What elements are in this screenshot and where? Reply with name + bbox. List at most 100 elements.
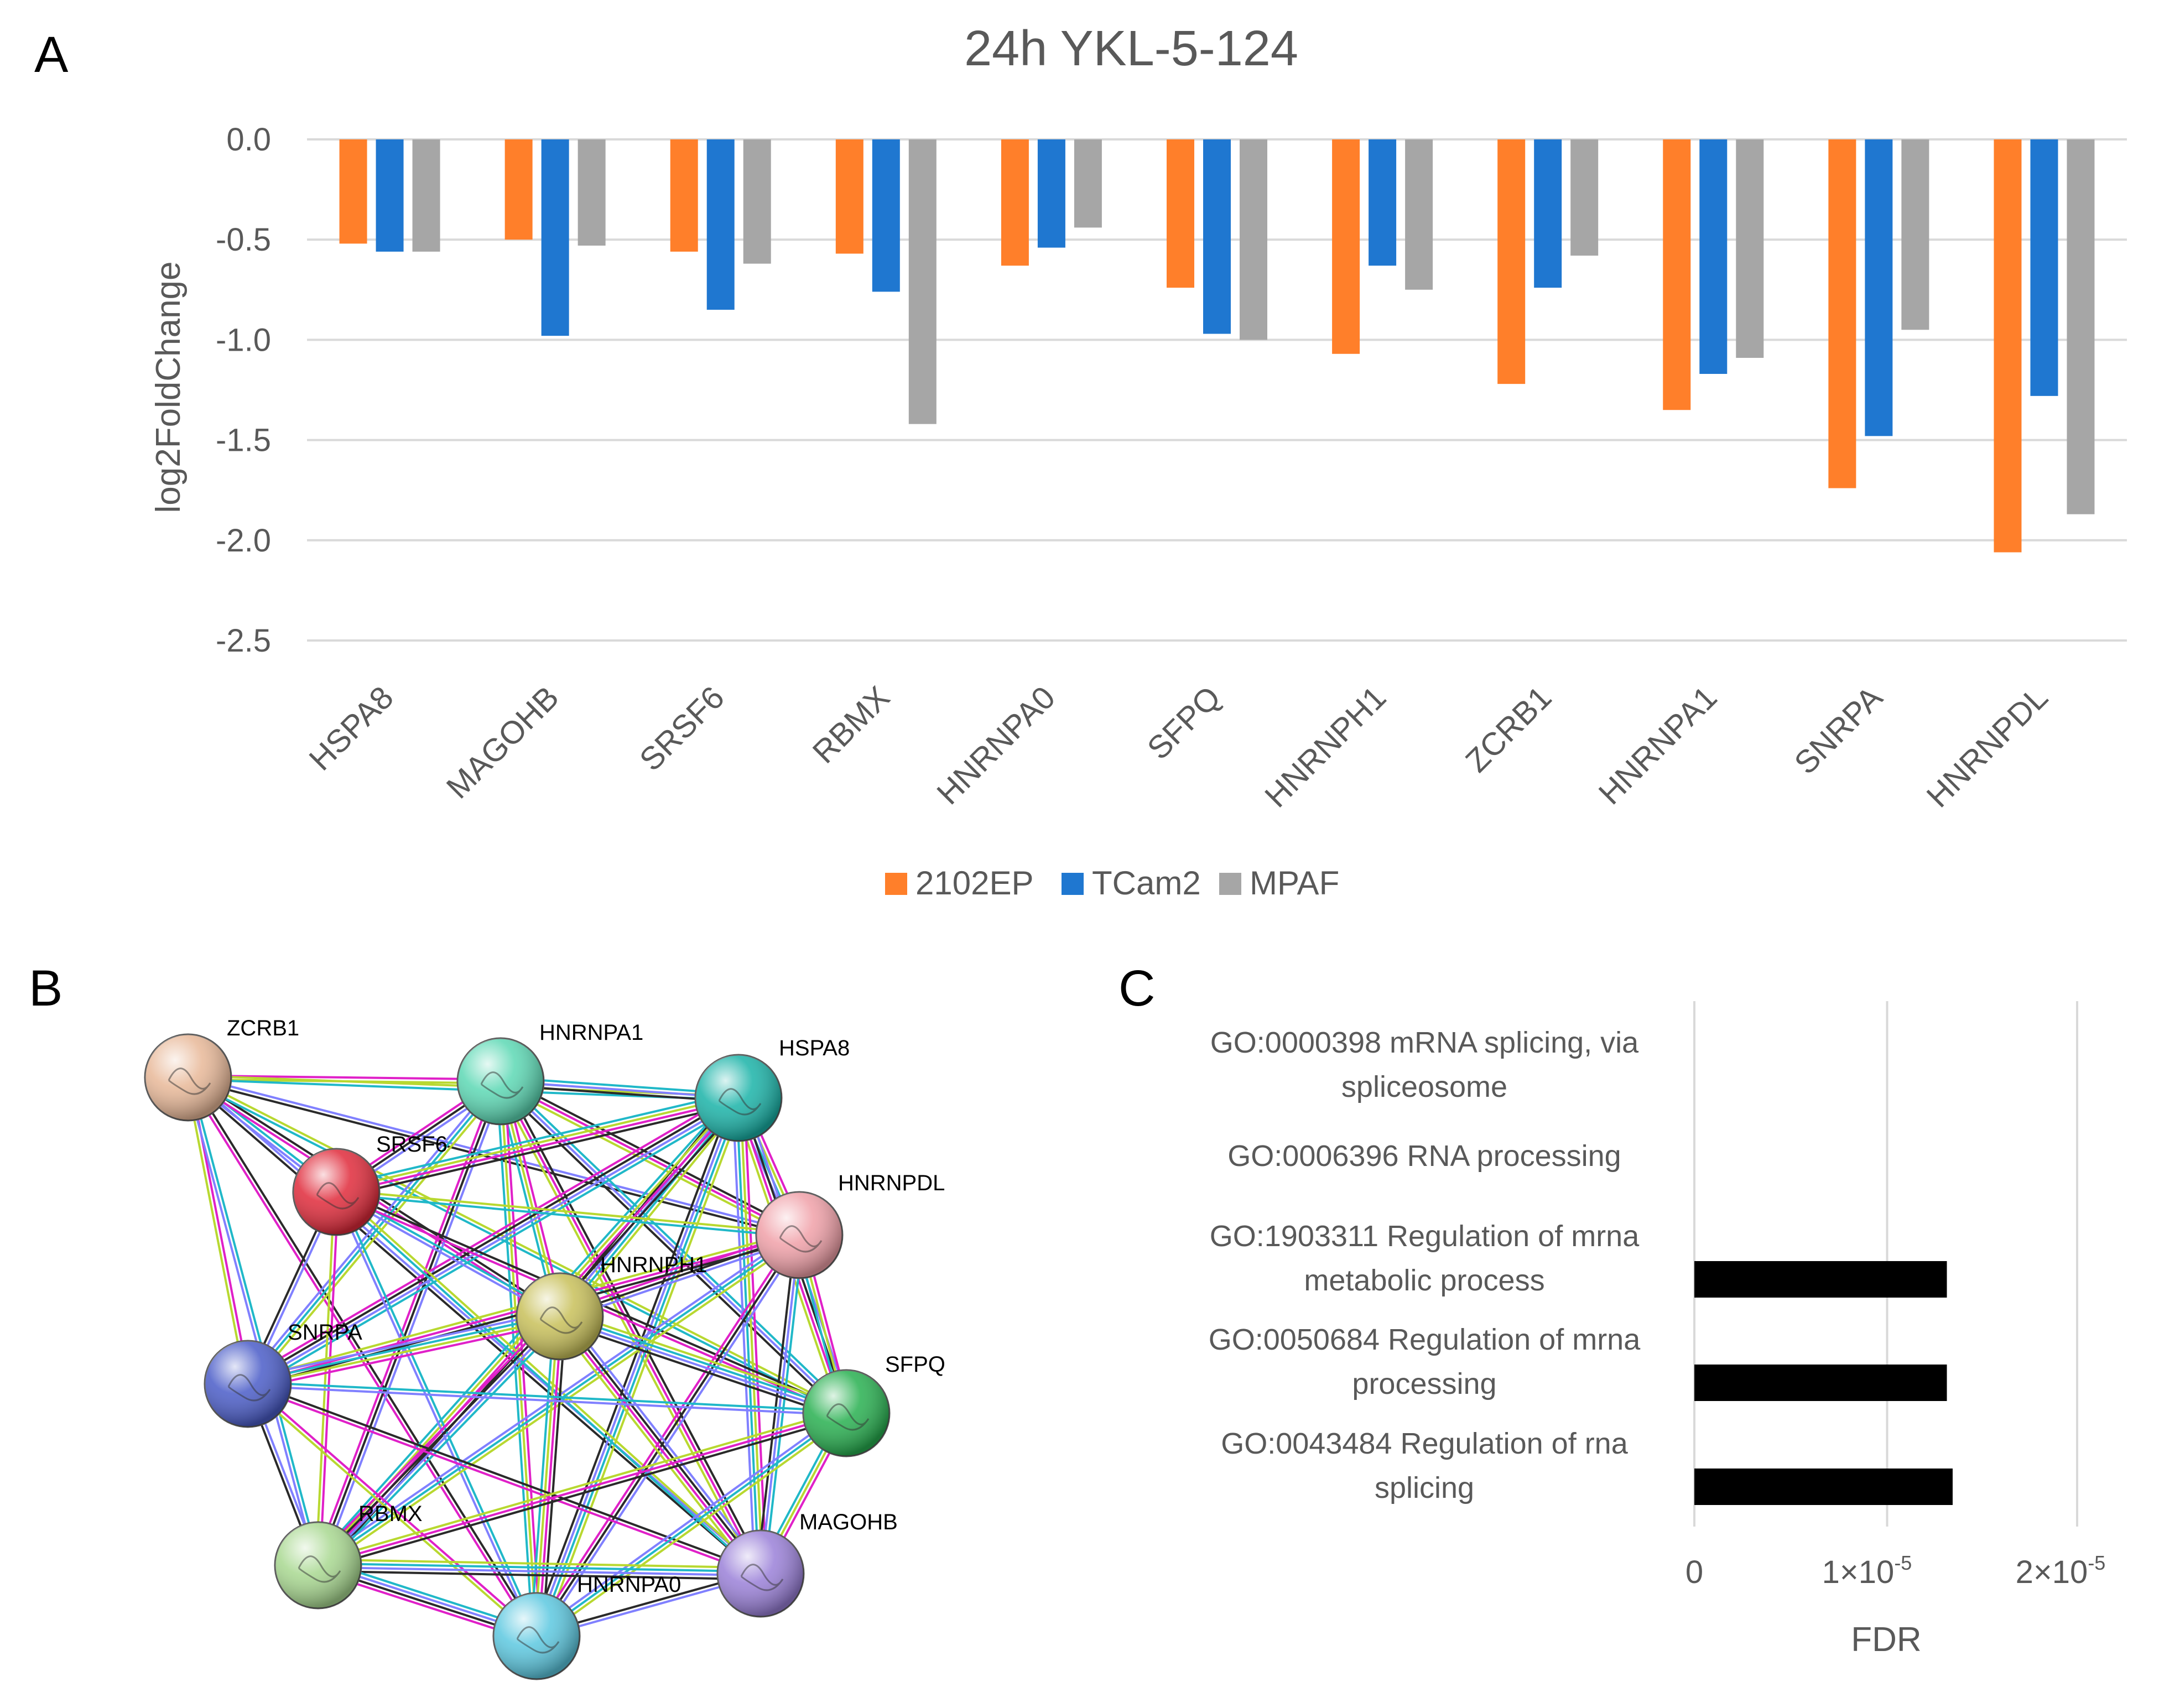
edge-HNRNPH1-HNRNPA0 [529, 1316, 555, 1636]
protein-structure-icon [826, 1403, 870, 1431]
x-tick-label: HSPA8 [302, 679, 400, 777]
edge-SRSF6-HNRNPDL [336, 1193, 799, 1238]
node-label: SRSF6 [376, 1132, 448, 1157]
edge-SNRPA-SFPQ [247, 1384, 846, 1417]
edge-SRSF6-HNRNPDL [336, 1189, 800, 1235]
edge-HSPA8-SNRPA [250, 1102, 742, 1390]
y-tick-label: -2.5 [216, 623, 271, 659]
y-tick-label: -2.0 [216, 523, 271, 559]
protein-structure-icon [480, 1071, 524, 1099]
panel-a: A 24h YKL-5-124 0.0-0.5-1.0-1.5-2.0-2.5 … [34, 21, 2127, 902]
bar-2102EP-MAGOHB [504, 139, 533, 240]
edge-ZCRB1-SNRPA [185, 1077, 247, 1385]
x-tick-label: HNRNPH1 [1258, 679, 1393, 814]
x-tick-label: SRSF6 [633, 679, 731, 778]
edge-HSPA8-MAGOHB [735, 1098, 760, 1574]
node-label: ZCRB1 [227, 1016, 299, 1040]
x-tick-label: 0 [1685, 1554, 1703, 1590]
go-term-labels: GO:0000398 mRNA splicing, via spliceosome… [1209, 1026, 1641, 1504]
edge-HSPA8-MAGOHB [731, 1098, 756, 1574]
y-tick-label: -0.5 [216, 222, 271, 258]
node-shading [145, 1034, 231, 1121]
bar-MPAF-HSPA8 [412, 139, 440, 252]
node-shading [717, 1530, 804, 1617]
edge-SFPQ-HNRNPA0 [538, 1415, 850, 1641]
node-shading [517, 1273, 603, 1360]
edge-RBMX-MAGOHB [318, 1562, 761, 1573]
node-shading [275, 1522, 361, 1608]
bar-TCam2-SFPQ [1203, 139, 1231, 334]
edge-SNRPA-HNRNPA0 [248, 1381, 539, 1636]
edge-HNRNPA1-MAGOHB [496, 1082, 758, 1576]
node-shading [293, 1149, 379, 1235]
node-shading [695, 1055, 782, 1141]
edge-ZCRB1-HNRNPA1 [188, 1074, 501, 1081]
bar-TCam2-HNRNPH1 [1369, 139, 1397, 266]
edge-HSPA8-HNRNPH1 [563, 1101, 744, 1321]
y-gridlines [307, 138, 2127, 642]
bar-MPAF-SFPQ [1240, 139, 1267, 340]
node-label: HNRNPH1 [600, 1253, 707, 1277]
bar-MPAF-HNRNPH1 [1405, 139, 1433, 290]
node-label: MAGOHB [799, 1510, 898, 1534]
go-term-label: GO:0000398 mRNA splicing, via spliceosome [1210, 1026, 1639, 1103]
go-term-label: GO:0043484 Regulation of rna splicing [1221, 1427, 1628, 1504]
protein-structure-icon [740, 1564, 784, 1591]
edge-HNRNPH1-RBMX [316, 1314, 559, 1565]
x-tick-labels: 0 1×10-5 2×10-5 [1685, 1551, 2105, 1590]
bar-2102EP-HNRNPA0 [1001, 139, 1029, 266]
protein-structure-icon [298, 1555, 341, 1583]
edge-ZCRB1-MAGOHB [188, 1075, 763, 1573]
edge-ZCRB1-RBMX [189, 1076, 321, 1565]
bar-2102EP-SNRPA [1828, 139, 1856, 488]
edge-HNRNPA1-SNRPA [249, 1083, 504, 1387]
edge-HNRNPH1-HNRNPA0 [537, 1316, 563, 1637]
go-bar [1694, 1261, 1947, 1298]
node-label: HSPA8 [779, 1036, 850, 1060]
edge-HSPA8-HNRNPH1 [560, 1098, 741, 1319]
bar-2102EP-RBMX [835, 139, 863, 254]
edge-HSPA8-HNRNPH1 [557, 1096, 738, 1316]
node-HNRNPA0: HNRNPA0 [492, 1572, 681, 1680]
edge-ZCRB1-RBMX [185, 1077, 318, 1566]
bar-MPAF-RBMX [908, 139, 937, 424]
edge-HNRNPH1-RBMX [313, 1311, 556, 1563]
edge-HSPA8-SRSF6 [337, 1102, 740, 1199]
protein-structure-icon [779, 1225, 823, 1253]
node-shading [803, 1370, 889, 1456]
bar-TCam2-ZCRB1 [1534, 139, 1562, 288]
y-tick-labels: 0.0 -0.5 -1.0 -1.5 -2.0 -2.5 [216, 122, 271, 659]
go-term-label: GO:1903311 Regulation of mrna metabolic p… [1210, 1220, 1640, 1297]
edge-HNRNPH1-MAGOHB [557, 1316, 760, 1576]
bar-TCam2-HNRNPA0 [1037, 139, 1065, 248]
edge-HNRNPA1-MAGOHB [503, 1079, 765, 1572]
y-tick-label: -1.5 [216, 423, 271, 459]
bar-TCam2-RBMX [872, 139, 900, 292]
bar-MPAF-SNRPA [1901, 139, 1929, 330]
legend-label-MPAF: MPAF [1250, 865, 1339, 902]
edge-HSPA8-SRSF6 [336, 1098, 740, 1195]
edge-RBMX-MAGOHB [318, 1570, 761, 1581]
bar-TCam2-SNRPA [1865, 139, 1893, 436]
protein-structure-icon [516, 1626, 560, 1654]
bars [339, 139, 2095, 553]
edge-HNRNPH1-SNRPA [248, 1317, 561, 1387]
edge-HNRNPH1-SFPQ [561, 1310, 849, 1409]
edge-HSPA8-MAGOHB [743, 1097, 768, 1574]
edge-HNRNPH1-MAGOHB [563, 1312, 766, 1571]
panel-c: C GO:0000398 mRNA splicing, via spliceoso… [1118, 960, 2105, 1659]
edge-HNRNPH1-HNRNPA0 [541, 1316, 567, 1637]
x-axis-label: FDR [1851, 1621, 1921, 1659]
edge-HNRNPA1-MAGOHB [500, 1081, 762, 1574]
protein-structure-icon [168, 1068, 211, 1095]
node-label: HNRNPA1 [539, 1020, 643, 1045]
protein-structure-icon [718, 1088, 762, 1116]
edge-HNRNPH1-RBMX [321, 1319, 565, 1570]
bar-MPAF-MAGOHB [578, 139, 606, 246]
edge-HNRNPH1-SFPQ [559, 1317, 846, 1417]
go-bar [1694, 1469, 1953, 1505]
bar-2102EP-HSPA8 [339, 139, 367, 244]
edge-HNRNPDL-MAGOHB [763, 1235, 804, 1575]
edge-HNRNPDL-MAGOHB [759, 1235, 800, 1574]
edge-HNRNPH1-HNRNPA0 [533, 1316, 559, 1636]
